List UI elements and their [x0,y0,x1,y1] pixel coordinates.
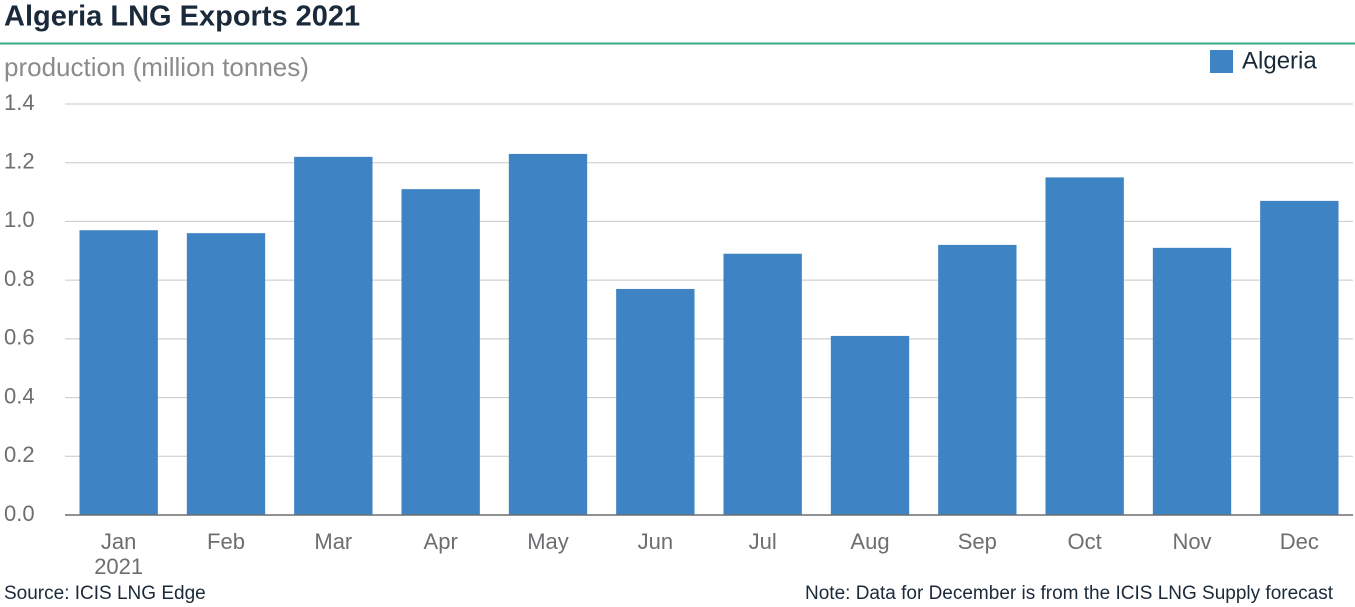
x-tick-label: Sep [958,529,997,554]
bar [1260,200,1339,515]
bar [294,156,373,516]
x-tick-label: Nov [1172,529,1211,554]
note: Note: Data for December is from the ICIS… [805,583,1334,604]
bar [830,335,910,515]
y-tick-label: 0.2 [4,442,35,467]
bar [723,253,802,515]
y-tick-label: 0.4 [4,383,35,408]
x-tick-label: May [527,529,569,554]
y-tick-label: 0.8 [4,266,35,291]
x-tick-label: Jan 2021 [94,529,143,579]
legend-swatch [1210,50,1233,73]
chart-title: Algeria LNG Exports 2021 [4,1,360,33]
bar [938,244,1017,515]
bar [508,153,588,515]
x-tick-label: Oct [1068,529,1102,554]
bar [616,288,695,515]
y-tick-label: 1.2 [4,149,35,174]
bar [401,189,480,515]
y-tick-label: 0.6 [4,325,35,350]
bar [1045,177,1124,515]
source: Source: ICIS LNG Edge [4,583,206,604]
legend-label: Algeria [1242,47,1317,74]
x-tick-label: Mar [314,529,352,554]
y-tick-label: 0.0 [4,501,35,526]
bar [186,233,266,515]
y-tick-label: 1.4 [4,90,35,115]
x-tick-label: Jun [638,529,673,554]
y-tick-label: 1.0 [4,207,35,232]
x-tick-label: Aug [850,529,889,554]
x-tick-label: Dec [1280,529,1319,554]
bar [1152,247,1232,515]
bar [79,230,158,515]
x-tick-label: Apr [424,529,458,554]
x-tick-label: Feb [207,529,245,554]
x-tick-label: Jul [749,529,777,554]
y-axis-label: production (million tonnes) [4,52,309,82]
